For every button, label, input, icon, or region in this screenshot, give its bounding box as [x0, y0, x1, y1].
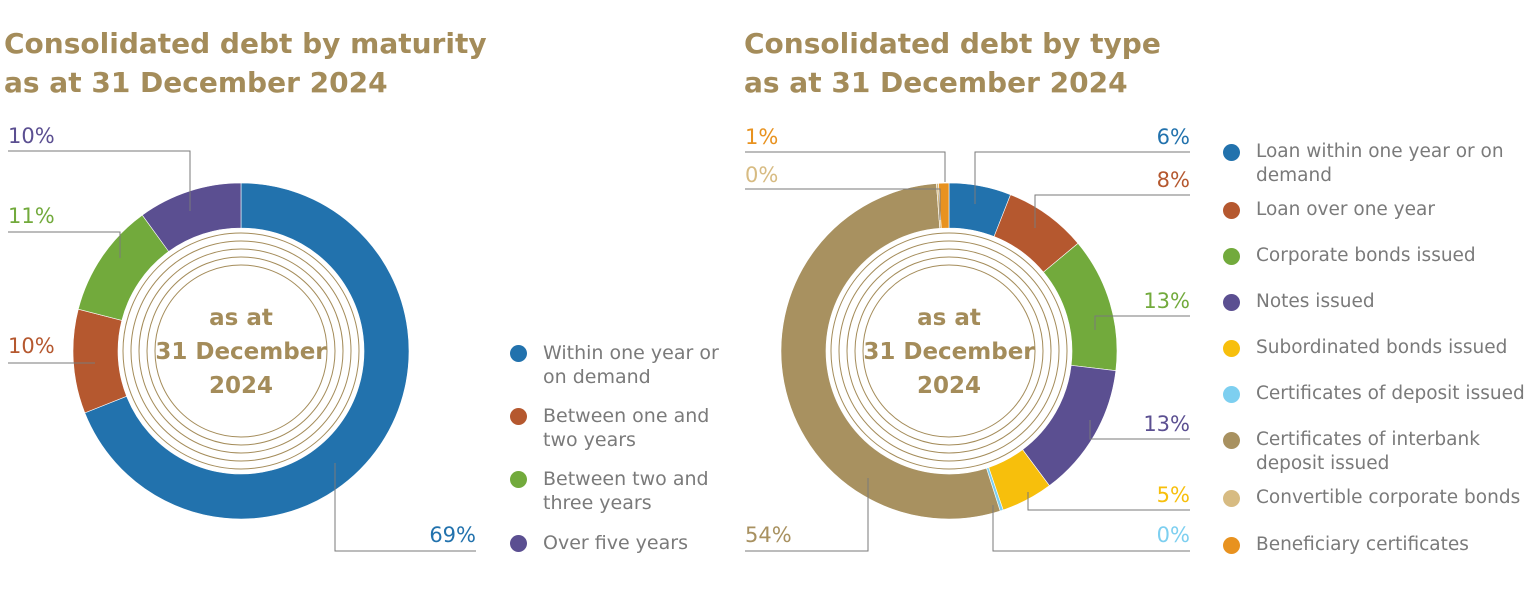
legend-label: Within one year or on demand — [543, 342, 719, 388]
decorative-ring — [838, 240, 1060, 462]
data-label-certificates-of-interbank-deposit-issued: 54% — [745, 523, 792, 547]
data-label-corporate-bonds-issued: 13% — [1143, 289, 1190, 313]
leader-line-corporate-bonds-issued — [1094, 315, 1190, 330]
slice-within-one-year-or-on-demand — [84, 182, 410, 520]
legend-swatch — [510, 535, 527, 552]
legend-swatch — [1223, 537, 1240, 554]
maturity-title-line1: Consolidated debt by maturity — [4, 27, 487, 60]
legend-swatch — [1223, 432, 1240, 449]
decorative-ring — [846, 248, 1052, 454]
leader-line-beneficiary-certificates — [745, 151, 946, 182]
center-label-line1: as at — [209, 305, 273, 331]
maturity-title-line2: as at 31 December 2024 — [4, 66, 388, 99]
type-title-line2: as at 31 December 2024 — [744, 66, 1128, 99]
legend-swatch — [1223, 386, 1240, 403]
legend-swatch — [510, 408, 527, 425]
leader-line-over-five-years — [8, 150, 191, 211]
type-donut-chart: as at 31 December 2024 6% 8% 13% 13% 5% 0% 54% 0% 1… — [745, 125, 1190, 552]
data-label-beneficiary-certificates: 1% — [745, 125, 778, 149]
data-label-notes-issued: 13% — [1143, 412, 1190, 436]
legend-swatch — [1223, 248, 1240, 265]
center-label-line2: 31 December — [863, 339, 1035, 365]
leader-line-subordinated-bonds-issued — [1027, 492, 1190, 511]
legend-label: Beneficiary certificates — [1256, 534, 1469, 555]
type-chart-title: Consolidated debt by type as at 31 Decem… — [744, 24, 1161, 102]
leader-line-loan-over-one-year — [1034, 194, 1190, 228]
data-label-loan-within-one-year-or-on-demand: 6% — [1157, 125, 1190, 149]
maturity-chart-title: Consolidated debt by maturity as at 31 D… — [4, 24, 487, 102]
leader-line-within-one-year-or-on-demand — [334, 463, 476, 552]
slice-notes-issued — [1022, 365, 1117, 487]
legend-label: Loan within one year or on demand — [1256, 141, 1504, 186]
legend-label: Between one and two years — [543, 405, 710, 451]
center-label-line3: 2024 — [917, 373, 981, 399]
legend-label: Loan over one year — [1256, 199, 1435, 220]
type-legend: Loan within one year or on demand Loan ov… — [1223, 140, 1528, 570]
leader-line-loan-within-one-year-or-on-demand — [974, 151, 1190, 204]
center-label-line3: 2024 — [209, 373, 273, 399]
decorative-ring — [862, 264, 1036, 438]
legend-label: Between two and three years — [543, 468, 709, 514]
legend-label: Notes issued — [1256, 291, 1375, 312]
data-label-loan-over-one-year: 8% — [1157, 168, 1190, 192]
legend-label: Convertible corporate bonds — [1256, 487, 1521, 508]
data-label-convertible-corporate-bonds: 0% — [745, 163, 778, 187]
decorative-ring — [138, 248, 344, 454]
leader-line-between-two-and-three-years — [8, 231, 121, 258]
maturity-legend: Within one year or on demand Between one … — [510, 341, 740, 571]
legend-swatch — [1223, 490, 1240, 507]
decorative-ring — [122, 232, 360, 470]
slice-over-five-years — [141, 182, 242, 252]
leader-line-notes-issued — [1089, 420, 1190, 440]
data-label-between-two-and-three-years: 11% — [8, 204, 55, 228]
leader-line-convertible-corporate-bonds — [745, 188, 941, 220]
slice-certificates-of-interbank-deposit-issued — [780, 183, 1001, 520]
maturity-donut-chart: as at 31 December 2024 69% 10% 11% 10% — [8, 124, 476, 552]
data-label-within-one-year-or-on-demand: 69% — [429, 523, 476, 547]
legend-label: Over five years — [543, 532, 688, 554]
slice-beneficiary-certificates — [938, 182, 950, 229]
legend-label: Certificates of interbank deposit issued — [1256, 429, 1480, 474]
legend-swatch — [1223, 294, 1240, 311]
leader-line-certificates-of-interbank-deposit-issued — [745, 478, 869, 552]
legend-swatch — [510, 471, 527, 488]
type-title-line1: Consolidated debt by type — [744, 27, 1161, 60]
legend-swatch — [1223, 144, 1240, 161]
decorative-ring — [854, 256, 1044, 446]
data-label-certificates-of-deposit-issued: 0% — [1157, 523, 1190, 547]
decorative-ring — [146, 256, 336, 446]
data-label-between-one-and-two-years: 10% — [8, 334, 55, 358]
leader-line-certificates-of-deposit-issued — [992, 505, 1190, 552]
center-label-line2: 31 December — [155, 339, 327, 365]
legend-label: Certificates of deposit issued — [1256, 383, 1525, 404]
center-label-line1: as at — [917, 305, 981, 331]
legend-swatch — [510, 345, 527, 362]
slice-between-one-and-two-years — [72, 308, 128, 414]
decorative-ring — [830, 232, 1068, 470]
legend-swatch — [1223, 202, 1240, 219]
legend-swatch — [1223, 340, 1240, 357]
decorative-ring — [154, 264, 328, 438]
data-label-subordinated-bonds-issued: 5% — [1157, 483, 1190, 507]
legend-label: Corporate bonds issued — [1256, 245, 1476, 266]
decorative-ring — [130, 240, 352, 462]
data-label-over-five-years: 10% — [8, 124, 55, 148]
legend-label: Subordinated bonds issued — [1256, 337, 1508, 358]
